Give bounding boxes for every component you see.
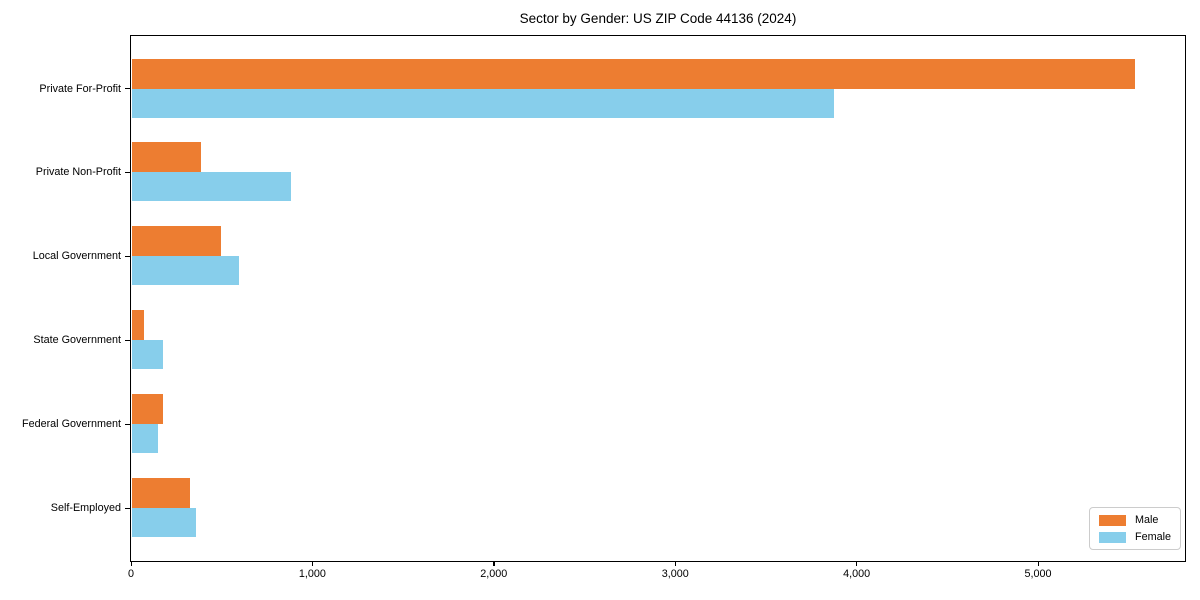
bar-male-2 (132, 226, 221, 257)
bar-male-4 (132, 394, 164, 425)
x-tick-mark (130, 561, 132, 566)
x-tick-label: 0 (127, 568, 134, 580)
bar-female-2 (132, 256, 240, 286)
y-axis-label: Private For-Profit (39, 82, 121, 95)
x-tick-mark (856, 561, 858, 566)
x-tick-label: 3,000 (661, 568, 689, 580)
y-axis-label: Private Non-Profit (35, 166, 121, 179)
x-tick-label: 2,000 (480, 568, 508, 580)
legend-swatch-male (1099, 514, 1126, 526)
y-tick-mark (125, 88, 131, 90)
bar-female-5 (132, 508, 197, 537)
bar-female-3 (132, 340, 163, 370)
x-tick-label: 1,000 (298, 568, 326, 580)
legend-entry-female: Female (1099, 531, 1171, 543)
y-axis-label: Self-Employed (50, 502, 121, 514)
plot-area (130, 35, 1186, 562)
legend: Male Female (1089, 507, 1181, 550)
bar-male-0 (132, 58, 1136, 89)
x-tick-mark (674, 561, 677, 566)
bar-female-4 (132, 424, 158, 454)
bar-female-1 (132, 172, 291, 202)
legend-label: Male (1135, 514, 1159, 526)
legend-label: Female (1135, 531, 1172, 543)
legend-swatch-female (1099, 531, 1126, 543)
legend-entry-male: Male (1099, 514, 1171, 526)
chart-title: Sector by Gender: US ZIP Code 44136 (202… (519, 11, 797, 26)
bar-male-1 (132, 142, 201, 173)
bar-female-0 (132, 88, 835, 118)
y-tick-mark (125, 171, 131, 174)
y-tick-mark (125, 339, 131, 341)
bar-male-3 (132, 310, 144, 341)
y-tick-mark (125, 255, 131, 258)
x-tick-label: 4,000 (843, 568, 871, 580)
x-tick-mark (311, 561, 314, 566)
bar-male-5 (132, 478, 190, 508)
x-tick-mark (493, 561, 495, 566)
y-axis-label: Federal Government (21, 418, 121, 431)
y-axis-label: State Government (33, 334, 121, 347)
y-axis-label: Local Government (32, 250, 121, 263)
y-tick-mark (125, 507, 131, 509)
x-tick-mark (1037, 561, 1039, 566)
y-tick-mark (125, 423, 131, 425)
x-tick-label: 5,000 (1024, 568, 1052, 580)
